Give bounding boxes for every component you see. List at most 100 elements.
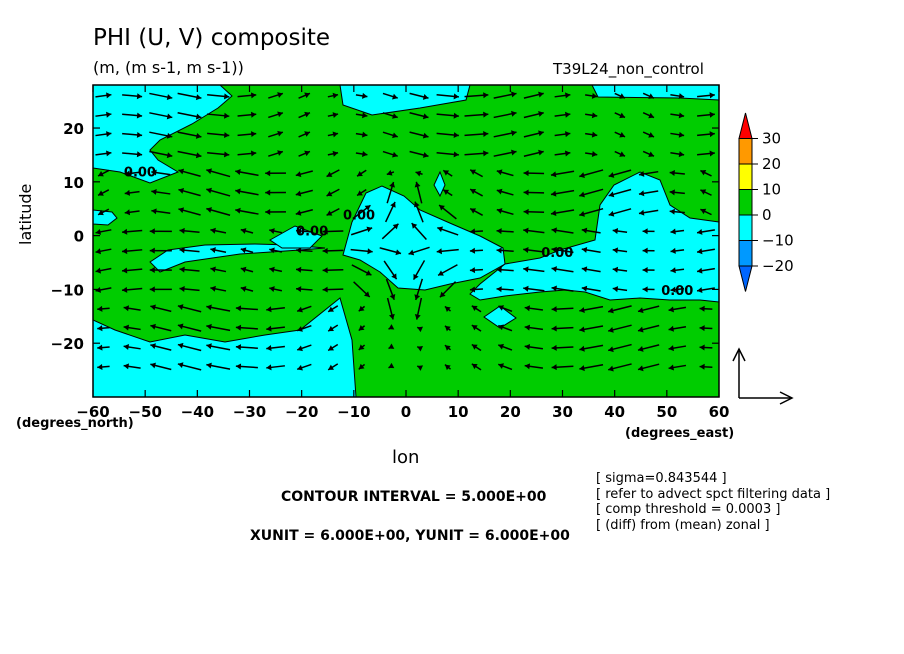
- wind-vector-arrow: [409, 150, 429, 158]
- wind-vector-arrow: [464, 92, 489, 99]
- wind-vector-arrow: [668, 364, 687, 371]
- wind-vector-arrow: [150, 323, 172, 332]
- wind-vector-arrow: [551, 364, 574, 371]
- wind-vector-arrow: [493, 130, 517, 138]
- wind-vector-arrow: [642, 92, 655, 99]
- wind-vector-arrow: [699, 344, 713, 351]
- colorbar-top-triangle: [738, 112, 753, 139]
- wind-vector-arrow: [607, 305, 632, 314]
- wind-vector-arrow: [240, 266, 254, 273]
- wind-vector-arrow: [614, 112, 626, 119]
- wind-vector-arrow: [266, 364, 285, 371]
- wind-vector-arrow: [177, 111, 202, 120]
- wind-vector-arrow: [327, 92, 339, 99]
- wind-vector-arrow: [178, 187, 201, 197]
- wind-vector-arrow: [436, 93, 459, 100]
- wind-vector-arrow: [642, 150, 655, 157]
- wind-vector-arrow: [700, 189, 712, 196]
- wind-vector-arrow: [206, 187, 231, 197]
- wind-vector-arrow: [95, 92, 112, 99]
- wind-vector-arrow: [179, 227, 200, 234]
- wind-vector-arrow: [670, 112, 685, 119]
- wind-vector-arrow: [471, 363, 482, 371]
- wind-vector-arrow: [554, 111, 571, 118]
- wind-vector-arrow: [581, 246, 601, 253]
- wind-vector-arrow: [235, 344, 258, 351]
- wind-vector-arrow: [670, 247, 685, 254]
- x-tick-label: −50: [128, 403, 161, 421]
- chart-title: PHI (U, V) composite: [93, 25, 331, 51]
- wind-vector-arrow: [411, 222, 427, 241]
- wind-vector-arrow: [550, 170, 575, 178]
- wind-vector-arrow: [642, 286, 655, 293]
- wind-vector-arrow: [670, 286, 685, 293]
- wind-vector-arrow: [579, 305, 604, 313]
- wind-vector-arrow: [523, 247, 545, 253]
- wind-vector-arrow: [386, 181, 395, 204]
- y-tick-label: −10: [51, 281, 84, 299]
- wind-vector-arrow: [409, 112, 429, 120]
- x-tick-label: −20: [285, 403, 318, 421]
- y-tick-label: −20: [51, 335, 84, 353]
- wind-vector-arrow: [95, 150, 112, 157]
- wind-vector-arrow: [206, 207, 231, 216]
- wind-vector-arrow: [296, 344, 312, 352]
- wind-vector-arrow: [554, 150, 571, 157]
- units-line: (m, (m s-1, m s-1)): [93, 58, 244, 77]
- wind-vector-arrow: [523, 285, 545, 292]
- wind-vector-arrow: [608, 208, 632, 217]
- x-tick-label: 60: [709, 403, 730, 421]
- wind-vector-arrow: [386, 169, 395, 176]
- wind-vector-arrow: [696, 267, 715, 274]
- wind-vector-arrow: [642, 131, 655, 138]
- reference-vector: [732, 347, 794, 405]
- wind-vector-arrow: [697, 111, 715, 118]
- wind-vector-arrow: [524, 363, 544, 370]
- wind-vector-arrow: [416, 365, 424, 371]
- wind-vector-arrow: [298, 131, 311, 138]
- wind-vector-arrow: [268, 92, 284, 99]
- wind-vector-arrow: [151, 208, 171, 215]
- wind-vector-arrow: [97, 344, 110, 351]
- wind-vector-arrow: [240, 286, 254, 292]
- x-axis: −60 −50 −40 −30 −20 −10 0 10 20 30 40 50 60: [76, 85, 729, 421]
- wind-vector-arrow: [637, 363, 660, 372]
- contour-labels: 0.00 0.00 0.00 0.00 0.00: [124, 165, 693, 298]
- wind-vector-arrow: [523, 149, 544, 157]
- wind-vector-arrow: [579, 363, 604, 372]
- wind-vector-arrow: [123, 305, 141, 312]
- contour-label: 0.00: [296, 225, 328, 240]
- wind-vector-arrow: [295, 228, 313, 235]
- wind-vector-arrow: [496, 247, 514, 254]
- wind-vector-arrow: [697, 92, 715, 99]
- contour-label: 0.00: [661, 284, 693, 299]
- wind-vector-arrow: [358, 344, 366, 351]
- wind-vector-arrow: [296, 305, 312, 313]
- wind-vector-arrow: [408, 246, 430, 256]
- colorbar-swatch: [738, 138, 753, 165]
- wind-vector-arrow: [696, 229, 715, 235]
- x-units-label: (degrees_east): [625, 426, 735, 441]
- wind-vector-arrow: [496, 286, 514, 293]
- wind-vector-arrow: [210, 285, 227, 292]
- wind-vector-arrow: [121, 228, 143, 235]
- wind-vector-arrow: [295, 266, 313, 273]
- wind-vector-arrow: [581, 285, 601, 292]
- wind-vector-arrow: [95, 267, 112, 274]
- wind-vector-arrow: [327, 112, 339, 119]
- wind-vector-arrow: [493, 110, 517, 119]
- wind-vector-arrow: [206, 343, 231, 351]
- wind-vector-arrow: [122, 93, 143, 100]
- wind-vector-arrow: [551, 325, 574, 332]
- wind-vector-arrow: [177, 304, 202, 313]
- colorbar-swatch: [738, 240, 753, 267]
- wind-vector-arrow: [699, 363, 713, 370]
- wind-vector-arrow: [523, 208, 545, 215]
- contour-label: 0.00: [124, 165, 156, 180]
- wind-vector-arrow: [355, 151, 368, 157]
- wind-vector-arrow: [358, 305, 366, 312]
- wind-vector-arrow: [327, 150, 339, 157]
- wind-vector-arrow: [356, 169, 367, 177]
- colorbar-label: −20: [762, 257, 794, 275]
- wind-vector-arrow: [322, 247, 344, 254]
